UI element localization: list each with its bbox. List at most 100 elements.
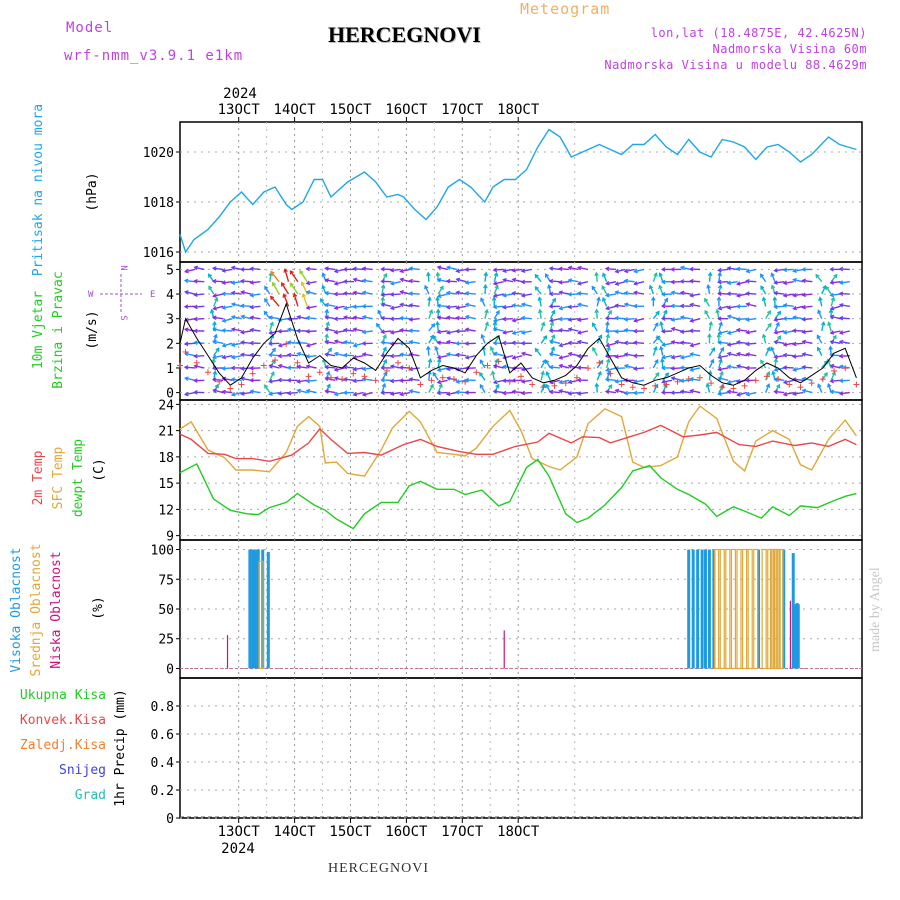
wind-arrow-shaft	[760, 273, 767, 283]
wind-arrow	[324, 352, 336, 357]
wind-arrow-shaft	[465, 303, 476, 308]
wind-arrow	[660, 329, 673, 334]
wind-arrow-head	[286, 340, 292, 345]
wind-arrow-shaft	[390, 379, 401, 382]
bottom-date-label-1: 14OCT	[274, 824, 317, 840]
wind-arrow-head	[614, 281, 620, 286]
wind-arrow	[361, 304, 373, 309]
wind-arrow-head	[567, 391, 573, 396]
wind-arrow-shaft	[727, 342, 738, 346]
wind-arrow-shaft	[287, 354, 298, 357]
wind-arrow-shaft	[774, 292, 785, 295]
wind-arrow-shaft	[830, 305, 841, 310]
wind-arrow-head	[792, 292, 797, 298]
wind-arrow-shaft	[770, 273, 776, 282]
wind-arrow	[829, 339, 841, 345]
wind-arrow	[670, 390, 682, 396]
wind-arrow-shaft	[559, 364, 570, 369]
wind-arrow	[264, 297, 271, 307]
wind-arrow	[791, 341, 804, 347]
wind-arrow-head	[193, 340, 198, 346]
wind-arrow	[548, 317, 560, 323]
wind-arrow-head	[445, 366, 451, 372]
wind-arrow-head	[502, 268, 507, 273]
wind-arrow-shaft	[762, 297, 767, 307]
wind-arrow-shaft	[596, 360, 604, 369]
wind-speed-mark	[417, 381, 424, 388]
wind-arrow-head	[829, 389, 834, 395]
wind-arrow	[670, 317, 682, 322]
wind-arrow-shaft	[213, 340, 224, 345]
wind-arrow	[820, 321, 826, 332]
wind-arrow-head	[614, 290, 620, 295]
wind-arrow-head	[324, 352, 329, 357]
wind-arrow	[735, 293, 748, 298]
wind-arrow-head	[670, 366, 675, 371]
wind-arrow-head	[825, 285, 830, 291]
wind-arrow-head	[827, 382, 832, 388]
wind-arrow-shaft	[815, 274, 823, 283]
bottom-date-label-5: 18OCT	[497, 824, 540, 840]
wind-arrow-shaft	[241, 304, 252, 308]
wind-arrow	[445, 304, 457, 310]
wind-arrow-shaft	[400, 268, 411, 273]
wind-arrow	[305, 280, 317, 286]
wind-arrow	[761, 296, 767, 307]
wind-arrow	[399, 290, 411, 295]
wind-arrow-head	[408, 303, 414, 308]
wind-arrow-head	[717, 305, 723, 311]
wind-arrow-head	[558, 363, 564, 369]
wind-speed-mark	[182, 348, 189, 355]
wind-arrow-head	[632, 328, 638, 334]
wind-arrow-head	[567, 292, 572, 297]
wind-arrow	[399, 352, 411, 357]
wind-arrow	[428, 323, 436, 332]
wind-arrow	[689, 367, 701, 372]
wind-arrow-head	[230, 280, 236, 285]
wind-arrow	[782, 303, 794, 308]
wind-arrow-shaft	[400, 290, 411, 295]
wind-arrow-head	[548, 318, 554, 323]
wind-arrow-head	[548, 304, 554, 309]
wind-arrow-head	[547, 284, 552, 289]
model-altitude-label: Nadmorska Visina u modelu 88.4629m	[604, 58, 867, 72]
wind-arrow-shaft	[765, 310, 771, 320]
wind-arrow	[596, 296, 601, 307]
wind-arrow-head	[689, 352, 694, 357]
wind-arrow-head	[689, 293, 694, 298]
wind-arrow	[305, 388, 317, 394]
wind-arrow	[801, 316, 813, 322]
wind-tick-label-4: 4	[166, 288, 174, 303]
wind-arrow-head	[249, 327, 254, 333]
wind-arrow-shaft	[353, 354, 364, 359]
wind-arrow-shaft	[736, 293, 748, 297]
wind-arrow	[268, 341, 280, 347]
wind-arrow	[436, 367, 448, 372]
wind-arrow-head	[277, 391, 283, 396]
wind-arrow	[567, 278, 579, 283]
wind-arrow-head	[576, 377, 582, 383]
wind-arrow	[389, 316, 401, 322]
wind-arrow-head	[520, 330, 526, 335]
wind-arrow-head	[567, 327, 573, 332]
wind-arrow-shaft	[568, 317, 579, 321]
wind-arrow-shaft	[830, 330, 841, 334]
wind-arrow	[602, 272, 608, 282]
page-title: HERCEGNOVI	[328, 22, 481, 47]
wind-arrow	[576, 302, 589, 308]
wind-arrow-shaft	[821, 360, 828, 369]
wind-arrow-shaft	[559, 329, 570, 332]
wind-arrow-head	[492, 318, 498, 323]
wind-arrow-head	[679, 279, 685, 284]
wind-arrow-shaft	[793, 367, 804, 371]
wind-arrow-head	[648, 284, 654, 290]
wind-arrow	[548, 304, 560, 309]
wind-arrow	[801, 329, 813, 335]
wind-arrow-head	[230, 265, 236, 271]
wind-arrow-head	[436, 315, 442, 320]
wind-arrow	[361, 352, 373, 357]
wind-arrow-shaft	[222, 281, 233, 284]
wind-arrow-head	[380, 329, 385, 335]
wind-arrow-shaft	[213, 305, 224, 310]
wind-arrow-shaft	[334, 305, 345, 309]
